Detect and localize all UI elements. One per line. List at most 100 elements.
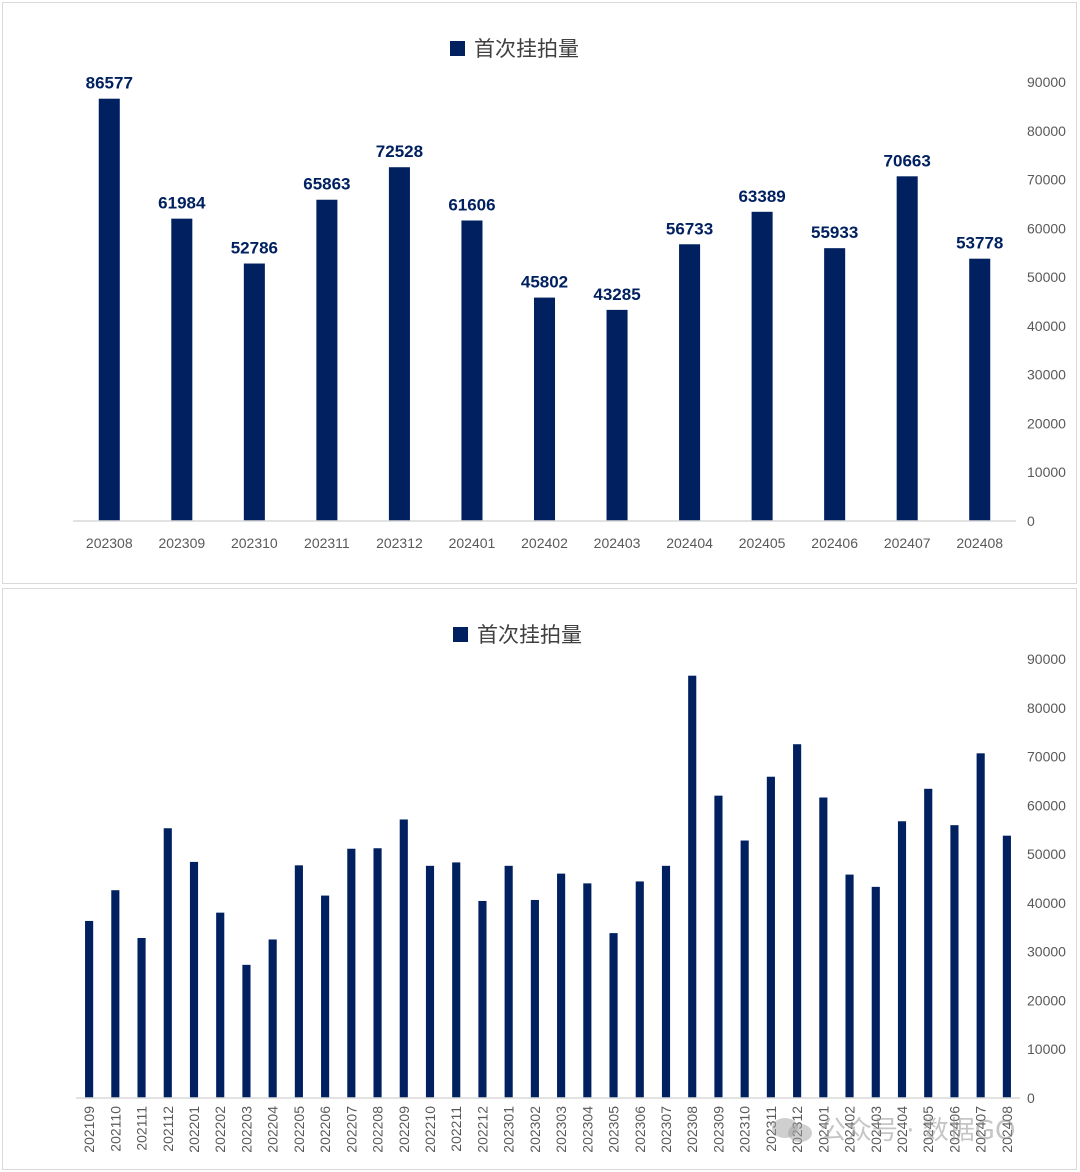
bar	[845, 874, 854, 1098]
legend: 首次挂拍量	[453, 623, 582, 647]
y-tick-label: 50000	[1027, 846, 1066, 862]
x-tick-label: 202406	[946, 1106, 962, 1153]
bar	[98, 98, 120, 522]
bar-chart-recent: 首次挂拍量 0 10000 20000 30000 40000 50000 60000 7000…	[73, 37, 1066, 551]
x-tick-label: 202308	[86, 535, 133, 551]
x-tick-label: 202403	[594, 535, 641, 551]
x-tick-label: 202206	[317, 1106, 333, 1153]
bar	[976, 753, 985, 1098]
data-label: 86577	[86, 74, 133, 93]
bar	[399, 819, 408, 1098]
bar	[679, 244, 701, 521]
bar	[85, 920, 94, 1098]
y-tick-label: 70000	[1027, 172, 1066, 188]
x-tick-label: 202408	[956, 535, 1003, 551]
x-tick-label: 202109	[81, 1106, 97, 1153]
x-tick-label: 202309	[710, 1106, 726, 1153]
bar	[606, 309, 628, 521]
bar	[347, 848, 356, 1098]
y-tick-label: 90000	[1027, 74, 1066, 90]
bar	[824, 248, 846, 521]
x-tick-label: 202304	[579, 1106, 595, 1153]
bar	[242, 964, 251, 1098]
legend-swatch	[453, 627, 468, 642]
x-tick-label: 202306	[632, 1106, 648, 1153]
bar	[557, 873, 566, 1098]
x-tick-label: 202408	[999, 1106, 1015, 1153]
data-label: 56733	[666, 219, 713, 238]
bar-chart-history: 首次挂拍量 0 10000 20000 30000 40000 50000 60000 7000…	[76, 623, 1066, 1153]
chart-panel-history: 首次挂拍量 0 10000 20000 30000 40000 50000 60000 7000…	[2, 588, 1077, 1170]
x-tick-label: 202405	[739, 535, 786, 551]
legend-label: 首次挂拍量	[474, 37, 579, 61]
x-tick-label: 202305	[606, 1106, 622, 1153]
bar	[294, 865, 303, 1098]
data-label: 65863	[303, 175, 350, 194]
bar	[388, 167, 410, 521]
bar	[268, 939, 277, 1098]
bar	[751, 211, 773, 521]
y-tick-label: 20000	[1027, 415, 1066, 431]
bar	[478, 900, 487, 1098]
bar	[635, 881, 644, 1098]
y-tick-label: 60000	[1027, 797, 1066, 813]
x-tick-label: 202405	[920, 1106, 936, 1153]
x-tick-label: 202111	[134, 1106, 150, 1151]
bar	[969, 258, 991, 521]
x-tick-label: 202309	[158, 535, 205, 551]
y-tick-label: 10000	[1027, 464, 1066, 480]
y-tick-label: 10000	[1027, 1041, 1066, 1057]
x-tick-label: 202403	[868, 1106, 884, 1153]
legend: 首次挂拍量	[450, 37, 579, 61]
x-tick-label: 202310	[737, 1106, 753, 1153]
x-tick-label: 202407	[973, 1106, 989, 1153]
data-label: 61606	[448, 195, 495, 214]
bar	[950, 825, 959, 1098]
x-tick-label: 202402	[521, 535, 568, 551]
x-tick-label: 202312	[376, 535, 423, 551]
bar	[871, 886, 880, 1098]
x-tick-label: 202204	[265, 1106, 281, 1153]
x-tick-label: 202401	[815, 1106, 831, 1153]
bar	[793, 744, 802, 1098]
bar	[530, 899, 539, 1098]
data-label: 61984	[158, 194, 206, 213]
x-tick-label: 202303	[553, 1106, 569, 1153]
bar	[425, 865, 435, 1098]
bar	[583, 883, 592, 1098]
x-tick-label: 202209	[396, 1106, 412, 1153]
x-tick-label: 202208	[370, 1106, 386, 1153]
bar	[740, 840, 749, 1098]
watermark-text: 公众号 · 数据GO	[820, 1116, 1016, 1146]
bar	[373, 848, 382, 1098]
y-tick-label: 40000	[1027, 318, 1066, 334]
x-tick-label: 202207	[343, 1106, 359, 1153]
bar	[504, 865, 513, 1098]
x-tick-label: 202112	[160, 1106, 176, 1152]
x-tick-label: 202211	[448, 1106, 464, 1152]
x-tick-label: 202404	[666, 535, 713, 551]
bar	[766, 776, 775, 1098]
bar	[688, 675, 697, 1098]
y-tick-label: 40000	[1027, 895, 1066, 911]
wechat-icon	[770, 1114, 814, 1144]
x-tick-label: 202203	[238, 1106, 254, 1153]
data-label: 70663	[884, 151, 931, 170]
watermark: 公众号 · 数据GO	[770, 1110, 1015, 1147]
y-tick-label: 90000	[1027, 651, 1066, 667]
data-label: 45802	[521, 273, 568, 292]
bar	[461, 220, 483, 521]
y-tick-label: 0	[1027, 513, 1035, 529]
x-tick-label: 202205	[291, 1106, 307, 1153]
data-label: 43285	[593, 285, 640, 304]
bar	[714, 795, 723, 1098]
bar	[1002, 835, 1011, 1098]
y-tick-label: 80000	[1027, 700, 1066, 716]
data-label: 53778	[956, 234, 1003, 253]
x-tick-label: 202301	[501, 1106, 517, 1153]
y-tick-label: 30000	[1027, 367, 1066, 383]
x-tick-label: 202407	[884, 535, 931, 551]
legend-swatch	[450, 41, 465, 56]
bar	[216, 912, 225, 1098]
x-tick-label: 202210	[422, 1106, 438, 1153]
